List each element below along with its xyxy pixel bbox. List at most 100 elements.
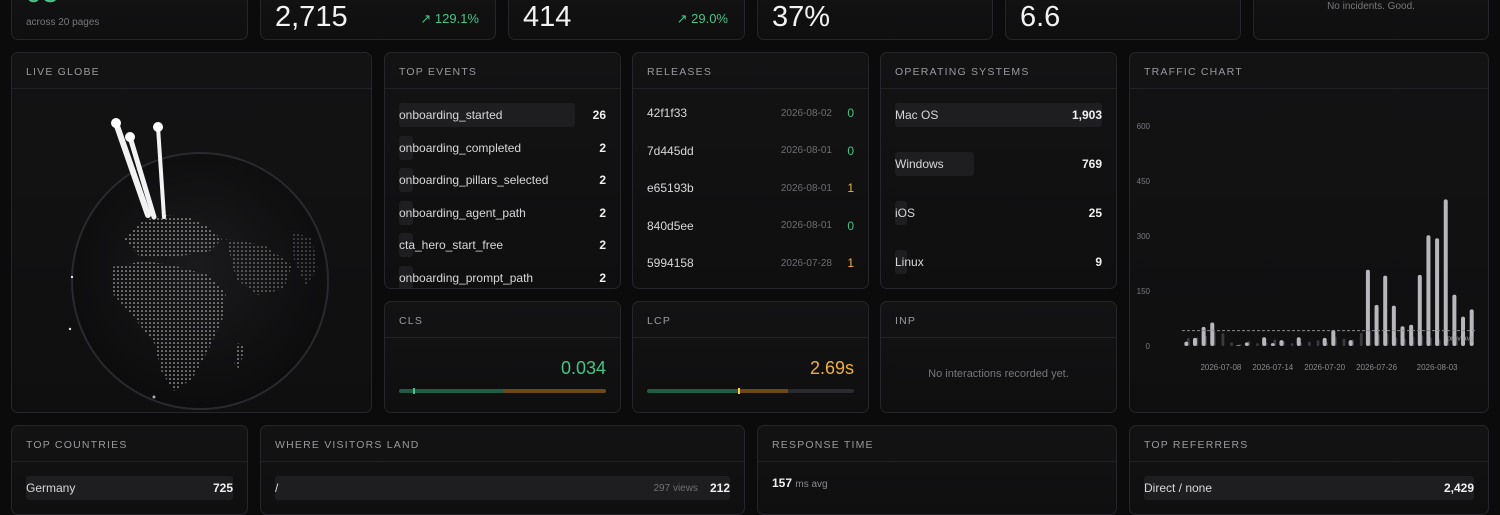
lcp-marker	[738, 388, 741, 394]
os-name: Windows	[895, 157, 944, 171]
card-title: RESPONSE TIME	[772, 439, 874, 451]
event-count: 2	[599, 271, 606, 285]
traffic-chart[interactable]: 0 150 300 450 600 prev avg 2026-07-08 2026-07-1…	[1130, 53, 1489, 413]
traffic-bar	[1210, 322, 1215, 346]
prev-bar	[1256, 343, 1259, 346]
referrer-name: Direct / none	[1144, 481, 1213, 495]
os-count: 1,903	[1071, 108, 1102, 122]
traffic-bar	[1469, 309, 1474, 346]
y-tick-label: 600	[1137, 122, 1151, 131]
kpi-subtext: across 20 pages	[26, 17, 100, 28]
traffic-bar	[1435, 238, 1440, 346]
traffic-bar	[1426, 235, 1431, 346]
list-item[interactable]: onboarding_agent_path 2	[399, 200, 606, 225]
card-title: CLS	[399, 315, 424, 327]
cls-gauge	[399, 389, 606, 393]
list-item[interactable]: Mac OS 1,903	[895, 103, 1102, 127]
globe[interactable]	[12, 89, 372, 413]
release-row[interactable]: 840d5ee 2026-08-01 0	[647, 216, 854, 236]
release-hash: 42f1f33	[647, 106, 688, 120]
traffic-bar	[1400, 326, 1405, 346]
os-count: 769	[1081, 157, 1102, 171]
traffic-bar	[1391, 305, 1396, 346]
list-item[interactable]: cta_hero_start_free 2	[399, 233, 606, 258]
traffic-bar	[1262, 337, 1267, 346]
prev-bar	[1307, 341, 1311, 346]
traffic-bar	[1374, 304, 1379, 346]
card-title: LIVE GLOBE	[26, 66, 100, 78]
release-row[interactable]: e65193b 2026-08-01 1	[647, 178, 854, 198]
event-name: cta_hero_start_free	[399, 238, 504, 253]
traffic-bar	[1279, 340, 1284, 346]
list-item[interactable]: onboarding_prompt_path 2	[399, 266, 606, 288]
card-title: WHERE VISITORS LAND	[275, 439, 420, 451]
os-name: Linux	[895, 255, 924, 269]
card-title: INP	[895, 315, 917, 327]
os-name: Mac OS	[895, 108, 939, 122]
kpi-card-sessions: 414 ↗ 29.0%	[508, 0, 745, 40]
event-name: onboarding_completed	[399, 140, 522, 155]
list-item[interactable]: Germany 725	[26, 476, 233, 500]
traffic-bar	[1201, 326, 1206, 346]
x-tick-label: 2026-07-08	[1200, 363, 1241, 372]
list-item[interactable]: Windows 769	[895, 152, 1102, 176]
release-hash: 5994158	[647, 256, 694, 270]
release-row[interactable]: 42f1f33 2026-08-02 0	[647, 103, 854, 123]
traffic-bar	[1296, 337, 1301, 346]
list-item[interactable]: Direct / none 2,429	[1144, 476, 1474, 500]
prev-bar	[1290, 343, 1294, 346]
prev-bar	[1230, 342, 1233, 346]
list-item[interactable]: Linux 9	[895, 250, 1102, 274]
prev-bar	[1342, 338, 1346, 346]
releases-card: RELEASES 42f1f33 2026-08-02 0 7d445dd 2026-0…	[632, 52, 869, 289]
card-title: OPERATING SYSTEMS	[895, 66, 1030, 78]
release-issue-count: 1	[847, 256, 854, 270]
landing-path: /	[275, 481, 279, 495]
y-tick-label: 0	[1146, 342, 1151, 351]
prev-bar	[1359, 332, 1363, 346]
country-count: 725	[212, 481, 233, 495]
kpi-delta: ↗ 129.1%	[420, 11, 479, 26]
event-count: 26	[592, 108, 606, 122]
kpi-card-score: 6.6	[1005, 0, 1241, 40]
release-issue-count: 1	[847, 181, 854, 195]
card-title: TOP REFERRERS	[1144, 439, 1249, 451]
event-count: 2	[599, 205, 606, 220]
kpi-card-pages: 93 across 20 pages	[11, 0, 248, 40]
release-row[interactable]: 7d445dd 2026-08-01 0	[647, 141, 854, 161]
list-item[interactable]: / 297 views 212	[275, 476, 730, 500]
card-title: TRAFFIC CHART	[1144, 66, 1243, 78]
response-time-card: RESPONSE TIME 157 ms avg	[757, 425, 1117, 515]
x-tick-label: 2026-07-20	[1304, 363, 1345, 372]
release-row[interactable]: 5994158 2026-07-28 1	[647, 253, 854, 273]
prev-bar	[1221, 333, 1225, 346]
live-globe-card: LIVE GLOBE	[11, 52, 372, 413]
kpi-value: 2,715	[275, 1, 348, 33]
x-tick-label: 2026-07-26	[1356, 363, 1397, 372]
kpi-delta: ↗ 29.0%	[676, 11, 728, 26]
release-hash: 7d445dd	[647, 143, 694, 158]
where-visitors-land-card: WHERE VISITORS LAND / 297 views 212	[260, 425, 745, 515]
traffic-bar	[1461, 316, 1466, 346]
response-time-value: 157	[772, 476, 793, 490]
traffic-bar	[1348, 340, 1353, 346]
lcp-value: 2.69s	[809, 358, 854, 378]
release-hash: 840d5ee	[647, 218, 694, 233]
y-tick-label: 300	[1137, 232, 1151, 241]
list-item[interactable]: onboarding_completed 2	[399, 135, 606, 160]
list-item[interactable]: onboarding_started 26	[399, 103, 606, 127]
traffic-bar	[1270, 343, 1275, 346]
kpi-card-bounce: 37%	[757, 0, 993, 40]
os-name: iOS	[895, 206, 916, 220]
response-time-unit: ms avg	[795, 479, 828, 490]
top-events-card: TOP EVENTS onboarding_started 26 onboardin…	[384, 52, 621, 289]
list-item[interactable]: iOS 25	[895, 201, 1102, 225]
event-count: 2	[599, 238, 606, 253]
release-issue-count: 0	[847, 106, 854, 120]
release-issue-count: 0	[847, 143, 854, 158]
list-item[interactable]: onboarding_pillars_selected 2	[399, 168, 606, 193]
x-tick-label: 2026-07-14	[1252, 363, 1293, 372]
y-tick-label: 150	[1137, 287, 1151, 296]
cls-card: CLS 0.034	[384, 301, 621, 413]
traffic-bar	[1331, 329, 1336, 346]
